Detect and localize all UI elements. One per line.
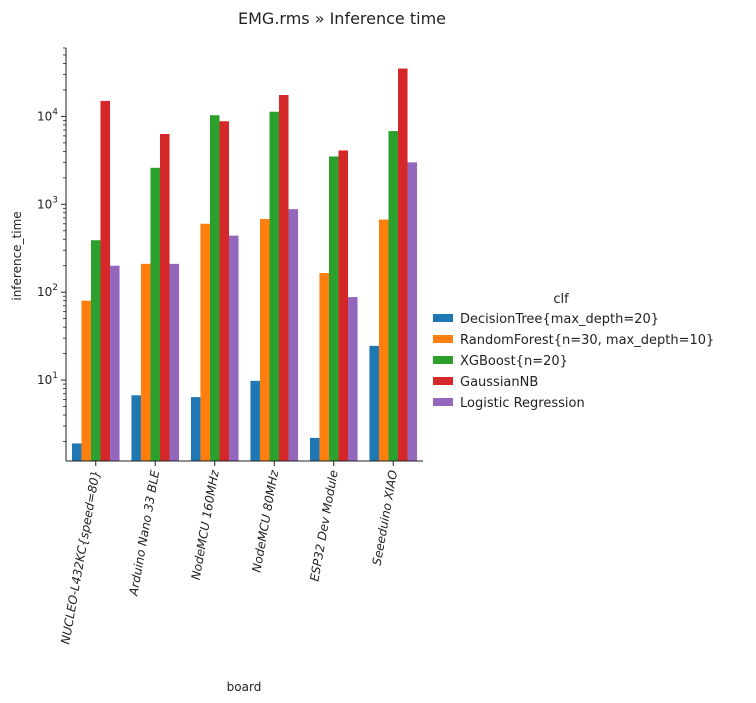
bar-1-5 <box>378 219 389 461</box>
bar-4-1 <box>169 263 180 461</box>
chart-title: EMG.rms » Inference time <box>238 9 446 28</box>
bar-3-2 <box>219 121 230 462</box>
bar-3-4 <box>338 150 349 461</box>
bar-0-5 <box>369 345 379 461</box>
bar-0-1 <box>131 395 141 461</box>
bar-4-2 <box>229 235 239 461</box>
bar-2-4 <box>328 156 339 461</box>
y-tick-label: 104 <box>37 107 58 123</box>
y-tick-label: 101 <box>37 371 58 387</box>
x-tick-label: Arduino Nano 33 BLE <box>126 469 162 598</box>
bar-2-3 <box>269 111 280 461</box>
x-tick-label: NUCLEO-L432KC{speed=80} <box>58 469 102 645</box>
bar-0-3 <box>250 380 260 461</box>
legend: clf DecisionTree{max_depth=20} RandomFore… <box>433 292 714 411</box>
x-tick-label: ESP32 Dev Module <box>307 469 340 582</box>
legend-swatch <box>433 335 453 343</box>
legend-label: XGBoost{n=20} <box>460 354 568 369</box>
legend-label: RandomForest{n=30, max_depth=10} <box>460 333 714 348</box>
bar-1-4 <box>319 273 329 461</box>
bar-0-2 <box>190 397 201 461</box>
x-axis-title: board <box>227 680 262 694</box>
y-tick-label: 102 <box>37 283 58 299</box>
legend-title: clf <box>553 292 569 307</box>
y-tick-label: 103 <box>37 195 58 211</box>
bar-2-2 <box>209 115 220 461</box>
legend-swatch <box>433 377 453 385</box>
x-tick-label: Seeeduino XIAO <box>370 469 401 566</box>
bar-4-5 <box>407 162 418 461</box>
bar-2-1 <box>150 167 161 461</box>
bar-1-0 <box>81 300 91 461</box>
legend-label: Logistic Regression <box>460 396 585 411</box>
bar-2-0 <box>90 240 101 461</box>
bar-1-1 <box>140 263 151 461</box>
bars-group <box>71 68 418 462</box>
bar-3-3 <box>279 95 289 461</box>
legend-label: GaussianNB <box>460 375 538 390</box>
bar-1-2 <box>200 223 210 461</box>
legend-label: DecisionTree{max_depth=20} <box>460 312 659 327</box>
bar-0-0 <box>71 443 82 461</box>
bar-2-5 <box>388 131 399 462</box>
x-tick-label: NodeMCU 80MHz <box>249 468 281 573</box>
bar-3-5 <box>398 68 408 461</box>
bar-3-0 <box>100 100 111 462</box>
bar-1-3 <box>259 219 270 461</box>
bar-3-1 <box>160 134 170 461</box>
legend-swatch <box>433 314 453 322</box>
x-tick-label: NodeMCU 160MHz <box>189 468 222 581</box>
bar-4-3 <box>288 209 299 461</box>
bar-0-4 <box>309 437 320 461</box>
legend-swatch <box>433 398 453 406</box>
y-axis-title: inference_time <box>10 211 24 300</box>
legend-swatch <box>433 356 453 364</box>
bar-4-4 <box>348 297 358 461</box>
bar-4-0 <box>110 265 120 461</box>
